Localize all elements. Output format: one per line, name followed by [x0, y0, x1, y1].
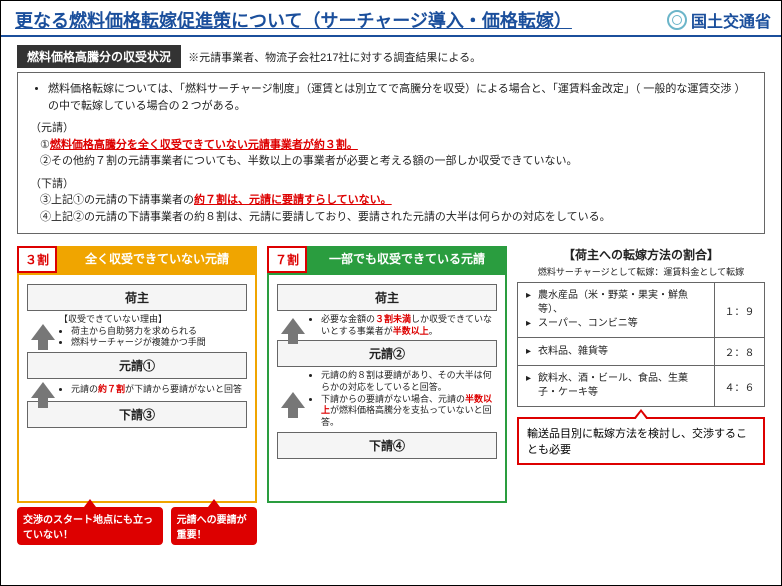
table-row: 衣料品、雑貨等２：８ — [518, 338, 765, 366]
table-row: 飲料水、酒・ビール、食品、生菓子・ケーキ等４：６ — [518, 366, 765, 407]
note-l2: 元請の約７割が下請から要請がないと回答 — [59, 384, 242, 396]
flow-left: ３割 全く収受できていない元請 荷主 【収受できていない理由】 荷主から自助努力… — [17, 246, 257, 545]
note-l1: 【収受できていない理由】 荷主から自助努力を求められる燃料サーチャージが複雑かつ… — [59, 314, 206, 349]
note-r2: 元請の約８割は要請があり、その大半は何らかの対応をしていると回答。 下請からの要… — [309, 370, 497, 428]
flow-right: ７割 一部でも収受できている元請 荷主 必要な金額の３割未満しか収受できていない… — [267, 246, 507, 545]
table-row: 農水産品（米・野菜・果実・鮮魚等）、スーパー、コンビニ等１：９ — [518, 283, 765, 338]
item-2: ②その他約７割の元請事業者についても、半数以上の事業者が必要と考える額の一部しか… — [30, 153, 752, 170]
ministry-icon — [667, 10, 687, 30]
group-label-0: （元請） — [30, 120, 752, 137]
section-note: ※元請事業者、物流子会社217社に対する調査結果による。 — [188, 52, 481, 64]
info-bullet: 燃料価格転嫁については、「燃料サーチャージ制度」（運賃とは別立てで高騰分を収受）… — [48, 81, 752, 114]
lower-area: ３割 全く収受できていない元請 荷主 【収受できていない理由】 荷主から自助努力… — [1, 242, 781, 545]
callout-1: 交渉のスタート地点にも立っていない！ — [17, 507, 163, 545]
flow-title-right: 一部でも収受できている元請 — [307, 246, 507, 273]
node-sub-r: 下請④ — [277, 432, 497, 459]
ministry-text: 国土交通省 — [691, 8, 771, 32]
bottom-callout: 輸送品目別に転嫁方法を検討し、交渉することも必要 — [517, 417, 765, 465]
node-prime-r: 元請② — [277, 340, 497, 367]
right-panel: 【荷主への転嫁方法の割合】 燃料サーチャージとして転嫁：運賃料金として転嫁 農水… — [517, 246, 765, 545]
ratio-table: 農水産品（米・野菜・果実・鮮魚等）、スーパー、コンビニ等１：９ 衣料品、雑貨等２… — [517, 282, 765, 407]
node-shipper-l: 荷主 — [27, 284, 247, 311]
arrow-up-icon — [281, 392, 305, 408]
node-prime-l: 元請① — [27, 352, 247, 379]
note-r1: 必要な金額の３割未満しか収受できていないとする事業者が半数以上。 — [309, 314, 497, 337]
group-label-1: （下請） — [30, 176, 752, 193]
arrow-up-icon — [31, 382, 55, 398]
right-title: 【荷主への転嫁方法の割合】 — [517, 246, 765, 263]
flow-body-left: 荷主 【収受できていない理由】 荷主から自助努力を求められる燃料サーチャージが複… — [17, 273, 257, 503]
callout-2: 元請への要請が重要！ — [171, 507, 257, 545]
right-subtitle: 燃料サーチャージとして転嫁：運賃料金として転嫁 — [517, 265, 765, 278]
arrow-up-icon — [281, 318, 305, 334]
node-sub-l: 下請③ — [27, 401, 247, 428]
arrow-up-icon — [31, 324, 55, 340]
ministry-label: 国土交通省 — [667, 8, 771, 32]
section-heading: 燃料価格高騰分の収受状況 — [17, 45, 181, 68]
section-heading-row: 燃料価格高騰分の収受状況 ※元請事業者、物流子会社217社に対する調査結果による… — [1, 37, 781, 68]
callout-row: 交渉のスタート地点にも立っていない！ 元請への要請が重要！ — [17, 507, 257, 545]
info-box: 燃料価格転嫁については、「燃料サーチャージ制度」（運賃とは別立てで高騰分を収受）… — [17, 72, 765, 234]
page-title: 更なる燃料価格転嫁促進策について（サーチャージ導入・価格転嫁） — [15, 7, 572, 33]
title-bar: 更なる燃料価格転嫁促進策について（サーチャージ導入・価格転嫁） 国土交通省 — [1, 1, 781, 37]
pct-right: ７割 — [267, 246, 307, 273]
item-3: ③上記①の元請の下請事業者の約７割は、元請に要請すらしていない。 — [30, 192, 752, 209]
flow-title-left: 全く収受できていない元請 — [57, 246, 257, 273]
item-4: ④上記②の元請の下請事業者の約８割は、元請に要請しており、要請された元請の大半は… — [30, 209, 752, 226]
pct-left: ３割 — [17, 246, 57, 273]
node-shipper-r: 荷主 — [277, 284, 497, 311]
flow-body-right: 荷主 必要な金額の３割未満しか収受できていないとする事業者が半数以上。 元請② … — [267, 273, 507, 503]
item-1: ①燃料価格高騰分を全く収受できていない元請事業者が約３割。 — [30, 137, 752, 154]
